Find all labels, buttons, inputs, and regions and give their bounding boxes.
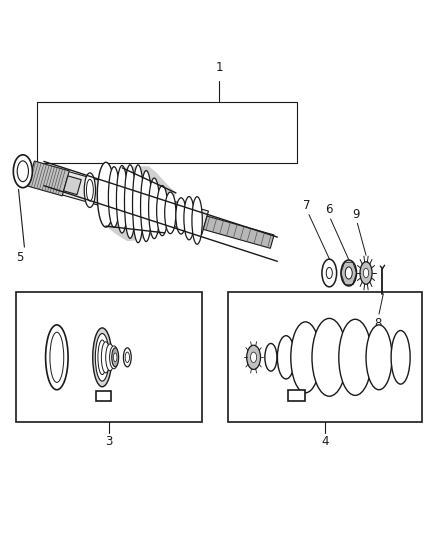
Bar [228,293,422,422]
Ellipse shape [341,260,357,286]
Ellipse shape [125,352,130,362]
Polygon shape [64,176,81,195]
Ellipse shape [312,318,346,396]
Ellipse shape [391,330,410,384]
Ellipse shape [46,325,68,390]
Text: 5: 5 [16,252,24,264]
Ellipse shape [133,165,144,243]
Bar [96,391,111,401]
Text: 8: 8 [374,317,381,330]
Ellipse shape [265,343,277,371]
Ellipse shape [117,166,127,233]
Ellipse shape [366,325,392,390]
Polygon shape [203,216,274,248]
Ellipse shape [106,344,114,371]
Ellipse shape [95,334,109,381]
Ellipse shape [345,267,352,279]
Text: 4: 4 [321,435,328,448]
Ellipse shape [277,336,295,379]
Polygon shape [106,166,176,241]
Ellipse shape [86,180,93,201]
Ellipse shape [84,173,95,207]
Polygon shape [54,169,208,235]
Ellipse shape [97,162,115,227]
Bar [16,293,202,422]
Ellipse shape [176,198,186,234]
Ellipse shape [360,262,372,284]
Ellipse shape [326,268,332,279]
Ellipse shape [143,189,150,223]
Ellipse shape [192,197,202,244]
Ellipse shape [247,345,261,369]
Ellipse shape [364,268,369,278]
Ellipse shape [101,342,110,373]
Bar [288,390,305,401]
Ellipse shape [124,165,136,238]
Text: 9: 9 [352,208,360,221]
Ellipse shape [165,192,176,233]
Text: 3: 3 [105,435,113,448]
Ellipse shape [132,185,139,220]
Ellipse shape [13,155,32,188]
Ellipse shape [113,353,117,361]
Ellipse shape [157,185,168,236]
Ellipse shape [110,346,118,369]
Ellipse shape [124,348,131,367]
Ellipse shape [322,259,337,287]
Ellipse shape [184,197,194,240]
Ellipse shape [291,322,320,393]
Text: 7: 7 [304,199,311,212]
Ellipse shape [339,319,372,395]
Ellipse shape [98,340,106,375]
Ellipse shape [108,167,120,227]
Ellipse shape [121,183,128,217]
Ellipse shape [148,178,160,239]
Ellipse shape [93,328,112,387]
Ellipse shape [141,171,152,241]
Text: 6: 6 [325,203,332,216]
Ellipse shape [251,352,257,362]
Ellipse shape [17,161,28,182]
Ellipse shape [50,332,64,382]
Polygon shape [27,161,69,196]
Ellipse shape [112,348,119,367]
Text: 1: 1 [215,61,223,74]
